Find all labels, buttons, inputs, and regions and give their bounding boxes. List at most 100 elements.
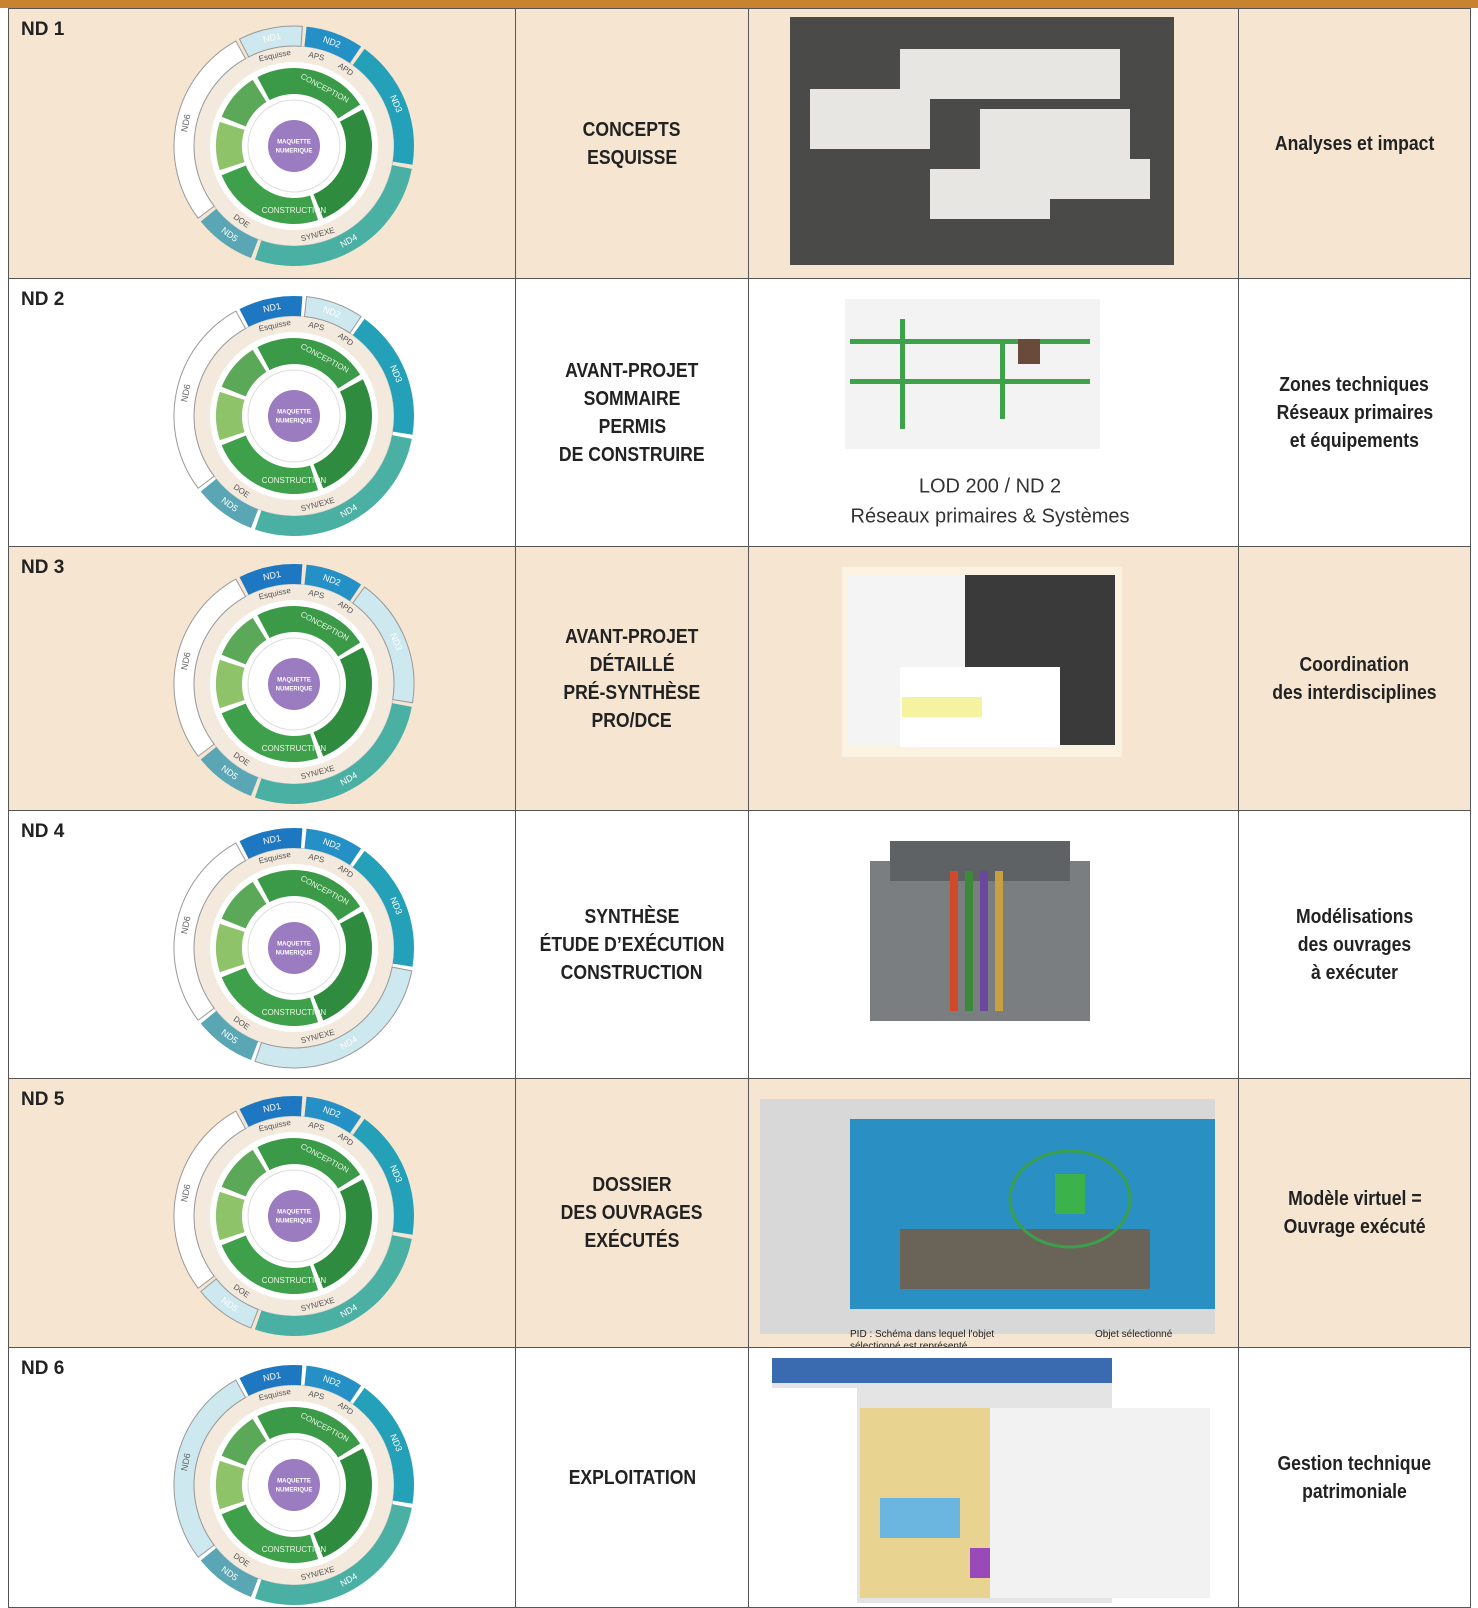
table-cell: AVANT-PROJET SOMMAIRE PERMIS DE CONSTRUIRE: [515, 278, 749, 547]
figure: [789, 17, 1174, 265]
cycle-label: CONSTRUCTION: [262, 744, 327, 753]
figure: [841, 567, 1122, 757]
segment-label: ND6: [179, 113, 193, 133]
purpose-text: Réseaux primaires: [1276, 401, 1433, 424]
segment: [304, 564, 362, 602]
purpose-text: Modèle virtuel =: [1287, 1188, 1422, 1210]
center-label: NUMERIQUE: [276, 1219, 313, 1225]
cycle-arc: [313, 1179, 372, 1289]
level-label: ND 2: [21, 289, 65, 310]
phase-text: PRO/DCE: [591, 709, 673, 732]
figure-callout: Objet sélectionné: [1095, 1329, 1173, 1340]
figure-shape: [929, 169, 1050, 219]
segment: [173, 40, 247, 219]
cycle-arc: [257, 606, 361, 657]
cycle-arc: [221, 165, 319, 224]
segment-label: ND6: [179, 1452, 193, 1472]
phase-text: CONSTRUCTION: [561, 961, 703, 984]
phase-text: EXÉCUTÉS: [584, 1230, 680, 1252]
segment-label: ND6: [179, 915, 193, 935]
cycle-arc: [221, 617, 267, 665]
center: [268, 120, 320, 172]
center-label: NUMERIQUE: [276, 149, 313, 155]
segment-label: ND1: [262, 301, 282, 314]
figure: PID : Schéma dans lequel l'objetsélectio…: [759, 1099, 1215, 1347]
segment: [352, 48, 414, 165]
phase-text: SYNTHÈSE: [584, 905, 680, 928]
segment-label: ND1: [262, 833, 282, 846]
phase-text: PRÉ-SYNTHÈSE: [563, 681, 701, 704]
figure: [771, 1358, 1210, 1603]
cycle-label: CONSTRUCTION: [262, 206, 327, 215]
figure-callout: sélectionné est représenté: [850, 1341, 968, 1347]
cycle-arc: [257, 1138, 361, 1189]
level-label: ND 4: [21, 821, 65, 842]
segment: [173, 842, 247, 1021]
cycle-arc: [257, 338, 361, 389]
table-cell: PID : Schéma dans lequel l'objet sélectio…: [748, 1078, 1239, 1348]
center: [268, 390, 320, 442]
table-cell: LOD 200 / ND 2 Réseaux primaires & Systèm…: [748, 278, 1239, 547]
segment-label: ND1: [262, 31, 282, 44]
center-label: MAQUETTE: [277, 140, 311, 146]
table-cell: Modèle virtuel = Ouvrage exécuté: [1238, 1078, 1471, 1348]
figure-shape: [1017, 339, 1040, 364]
table-cell: Modélisations des ouvrages à exécuter: [1238, 810, 1471, 1079]
segment: [254, 1235, 412, 1336]
center-label: NUMERIQUE: [276, 1488, 313, 1494]
segment: [352, 1387, 414, 1504]
figure-shape: [899, 319, 905, 429]
cycle-label: CONSTRUCTION: [262, 1276, 327, 1285]
table-cell: ND 1 ND1 ND2 ND3 ND4 ND5 ND6 Esquisse APS APD SYN/…: [8, 8, 516, 279]
figure-shape: [844, 299, 1100, 449]
cycle-label: CONSTRUCTION: [262, 1008, 327, 1017]
cycle-arc: [221, 1504, 319, 1563]
center: [268, 1190, 320, 1242]
segment: [304, 26, 362, 64]
figure-shape: [849, 379, 1090, 384]
segment-label: ND6: [179, 383, 193, 403]
segment: [352, 318, 414, 435]
table-cell: AVANT-PROJET DÉTAILLÉ PRÉ-SYNTHÈSE PRO/DCE: [515, 546, 749, 811]
table-cell: CONCEPTS ESQUISSE: [515, 8, 749, 279]
phase-text: SOMMAIRE: [583, 387, 681, 410]
phase-label: APS: [307, 588, 325, 601]
center: [268, 922, 320, 974]
phase-text: DOSSIER: [592, 1174, 672, 1196]
center-label: MAQUETTE: [277, 1479, 311, 1485]
segment: [254, 966, 413, 1069]
segment: [304, 828, 362, 866]
table-cell: Analyses et impact: [1238, 8, 1471, 279]
cycle-arc: [313, 647, 372, 757]
phase-label: APS: [307, 852, 325, 865]
table-cell: DOSSIER DES OUVRAGES EXÉCUTÉS: [515, 1078, 749, 1348]
figure-shape: [949, 871, 958, 1011]
center-label: MAQUETTE: [277, 1210, 311, 1216]
segment: [238, 25, 303, 58]
cycle-arc: [221, 703, 319, 762]
figure-shape: [771, 1358, 1112, 1383]
cycle-label: CONSTRUCTION: [262, 1545, 327, 1554]
figure: [869, 841, 1090, 1021]
center-label: MAQUETTE: [277, 942, 311, 948]
segment: [352, 1118, 414, 1235]
phase-text: AVANT-PROJET: [565, 359, 699, 382]
cycle-arc: [313, 911, 372, 1021]
figure-caption: LOD 200 / ND 2: [918, 475, 1060, 497]
table-cell: Coordination des interdisciplines: [1238, 546, 1471, 811]
center: [268, 1459, 320, 1511]
segment: [304, 1365, 362, 1403]
segment-label: ND6: [179, 651, 193, 671]
cycle-arc: [221, 1149, 267, 1197]
figure-caption: Réseaux primaires & Systèmes: [850, 505, 1129, 527]
table-cell: [748, 546, 1239, 811]
purpose-text: Ouvrage exécuté: [1283, 1216, 1426, 1238]
purpose-text: des ouvrages: [1297, 933, 1412, 956]
cycle-arc: [221, 1418, 267, 1466]
segment: [200, 478, 259, 529]
cycle-arc: [313, 379, 372, 489]
segment: [239, 828, 303, 859]
